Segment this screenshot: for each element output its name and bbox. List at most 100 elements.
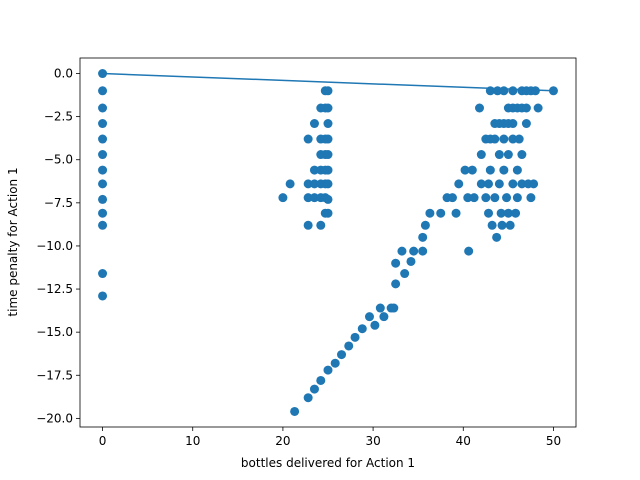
scatter-point <box>357 324 367 334</box>
scatter-point <box>323 103 333 113</box>
scatter-point <box>487 220 497 230</box>
scatter-point <box>502 193 512 203</box>
scatter-point <box>476 150 486 160</box>
scatter-point <box>409 246 419 256</box>
scatter-point <box>303 193 313 203</box>
scatter-point <box>400 269 410 279</box>
y-tick-label: −5.0 <box>44 153 73 167</box>
y-axis-ticks: 0.0 −2.5 −5.0 −7.5 −10.0 −12.5 −15.0 −17.5 −20.0 <box>36 67 80 425</box>
scatter-point <box>512 193 522 203</box>
scatter-point <box>503 208 513 218</box>
x-tick-label: 30 <box>365 434 380 448</box>
x-tick-label: 40 <box>456 434 471 448</box>
scatter-point <box>499 86 509 96</box>
y-tick-label: −10.0 <box>36 239 73 253</box>
scatter-point <box>517 179 527 189</box>
scatter-point <box>492 232 502 242</box>
y-tick-label: 0.0 <box>54 67 73 81</box>
scatter-point <box>309 119 319 129</box>
scatter-point <box>533 103 543 113</box>
scatter-point <box>512 165 522 175</box>
scatter-point <box>98 220 108 230</box>
scatter-point <box>98 150 108 160</box>
scatter-point <box>323 179 333 189</box>
scatter-point <box>464 246 474 256</box>
scatter-point <box>418 232 428 242</box>
scatter-point <box>379 312 389 322</box>
scatter-point <box>494 150 504 160</box>
scatter-point <box>521 119 531 129</box>
scatter-point <box>278 193 288 203</box>
scatter-point <box>316 220 326 230</box>
scatter-point <box>497 220 507 230</box>
scatter-point <box>290 406 300 416</box>
scatter-point <box>323 134 333 144</box>
scatter-point <box>98 86 108 96</box>
scatter-point <box>98 208 108 218</box>
scatter-point <box>303 134 313 144</box>
scatter-point <box>309 193 319 203</box>
scatter-point <box>463 193 473 203</box>
scatter-point <box>499 165 509 175</box>
scatter-point <box>467 165 477 175</box>
scatter-point <box>436 208 446 218</box>
scatter-point <box>451 208 461 218</box>
scatter-point <box>303 393 313 403</box>
scatter-point <box>98 119 108 129</box>
y-axis-label: time penalty for Action 1 <box>6 167 20 316</box>
scatter-point <box>503 150 513 160</box>
scatter-point <box>98 165 108 175</box>
scatter-point <box>484 179 494 189</box>
x-tick-label: 20 <box>275 434 290 448</box>
scatter-point <box>521 103 531 113</box>
scatter-point <box>481 193 491 203</box>
scatter-point <box>330 358 340 368</box>
scatter-point <box>494 179 504 189</box>
scatter-point <box>323 119 333 129</box>
scatter-point <box>98 194 108 204</box>
scatter-point <box>511 208 521 218</box>
scatter-point <box>485 165 495 175</box>
scatter-point <box>98 291 108 301</box>
scatter-point <box>496 208 506 218</box>
scatter-point <box>323 208 333 218</box>
scatter-point <box>323 150 333 160</box>
scatter-point <box>309 179 319 189</box>
scatter-point <box>98 179 108 189</box>
scatter-point <box>425 208 435 218</box>
scatter-point <box>323 365 333 375</box>
scatter-point <box>529 179 539 189</box>
data-markers <box>98 69 558 416</box>
scatter-point <box>285 179 295 189</box>
scatter-point <box>309 384 319 394</box>
scatter-point <box>344 341 354 351</box>
scatter-point <box>490 193 500 203</box>
scatter-point <box>406 256 416 266</box>
x-axis-label: bottles delivered for Action 1 <box>241 456 415 470</box>
y-tick-label: −2.5 <box>44 110 73 124</box>
scatter-point <box>323 194 333 204</box>
y-tick-label: −15.0 <box>36 325 73 339</box>
scatter-point <box>98 134 108 144</box>
scatter-point <box>337 350 347 360</box>
y-tick-label: −17.5 <box>36 368 73 382</box>
scatter-point <box>391 258 401 268</box>
scatter-point <box>454 179 464 189</box>
scatter-point <box>517 150 527 160</box>
scatter-point <box>389 303 399 313</box>
scatter-point <box>323 165 333 175</box>
x-tick-label: 10 <box>185 434 200 448</box>
scatter-point <box>303 179 313 189</box>
scatter-point <box>526 193 536 203</box>
scatter-point <box>420 220 430 230</box>
x-tick-label: 0 <box>99 434 107 448</box>
scatter-point <box>98 269 108 279</box>
scatter-point <box>469 193 479 203</box>
scatter-point <box>391 279 401 289</box>
scatter-point <box>375 303 385 313</box>
scatter-point <box>397 246 407 256</box>
scatter-point <box>484 208 494 218</box>
